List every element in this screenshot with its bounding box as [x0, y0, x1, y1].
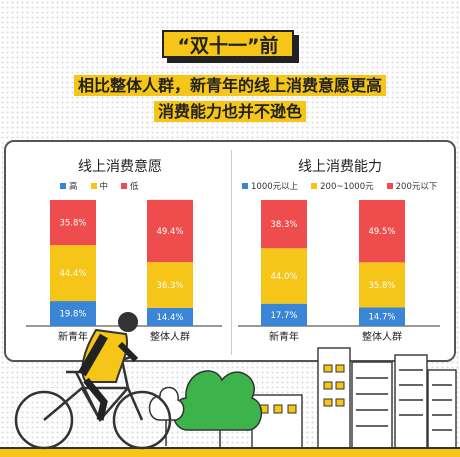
- legend-item: 200元以下: [386, 180, 438, 192]
- headline-text-1: 相比整体人群，新青年的线上消费意愿更高: [73, 75, 386, 96]
- headline-text-2: 消费能力也并不逊色: [153, 101, 306, 122]
- legend-swatch-blue: [60, 183, 66, 189]
- legend-swatch-blue: [242, 183, 248, 189]
- headline-line-1: 相比整体人群，新青年的线上消费意愿更高: [60, 74, 400, 98]
- legend-item: 低: [121, 180, 139, 192]
- legend-willingness: 高 中 低: [60, 180, 149, 192]
- legend-capacity: 1000元以上 200~1000元 200元以下: [242, 180, 447, 192]
- legend-label: 200元以下: [395, 182, 438, 192]
- legend-item: 1000元以上: [242, 180, 298, 192]
- tree-illustration: [148, 370, 263, 448]
- legend-item: 中: [90, 180, 109, 192]
- legend-item: 200~1000元: [311, 180, 374, 192]
- section-tag: “双十一”前: [162, 30, 300, 64]
- legend-swatch-red: [121, 183, 128, 189]
- ground-strip: [0, 449, 460, 457]
- legend-label: 200~1000元: [320, 182, 374, 192]
- tag-label: “双十一”前: [162, 30, 294, 58]
- legend-label: 中: [99, 182, 109, 192]
- bicycle-illustration: [14, 354, 172, 450]
- legend-swatch-yellow: [311, 183, 318, 189]
- legend-label: 低: [130, 182, 139, 192]
- legend-swatch-yellow: [90, 183, 97, 189]
- headline-line-2: 消费能力也并不逊色: [60, 100, 400, 124]
- windows-illustration: [259, 364, 345, 414]
- chart-title-willingness: 线上消费意愿: [78, 159, 162, 175]
- legend-swatch-red: [386, 183, 393, 189]
- buildings-illustration: [251, 347, 457, 449]
- legend-label: 高: [69, 182, 78, 192]
- legend-label: 1000元以上: [251, 182, 299, 192]
- chart-divider: [231, 150, 232, 355]
- chart-title-capacity: 线上消费能力: [298, 159, 382, 175]
- legend-item: 高: [60, 180, 78, 192]
